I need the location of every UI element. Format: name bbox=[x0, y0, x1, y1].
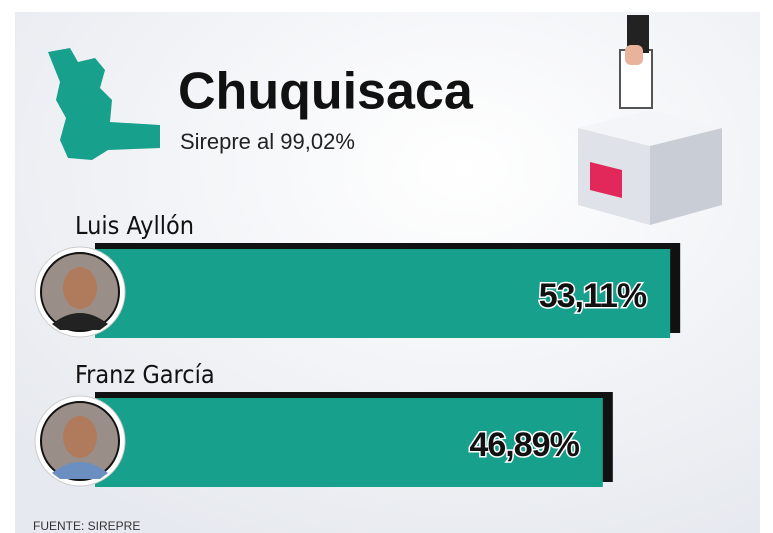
subtitle: Sirepre al 99,02% bbox=[180, 129, 355, 154]
candidate-name: Luis Ayllón bbox=[75, 211, 194, 240]
source: FUENTE: SIREPRE bbox=[33, 519, 140, 533]
photo-face bbox=[63, 267, 97, 309]
chart-title: Chuquisaca bbox=[178, 63, 474, 121]
value-label: 46,89% bbox=[469, 426, 579, 464]
chart: Chuquisaca Sirepre al 99,02% FUENTE: SIR… bbox=[0, 0, 773, 533]
photo-face bbox=[63, 416, 97, 458]
value-label: 53,11% bbox=[539, 277, 647, 315]
candidate-name: Franz García bbox=[75, 360, 215, 389]
